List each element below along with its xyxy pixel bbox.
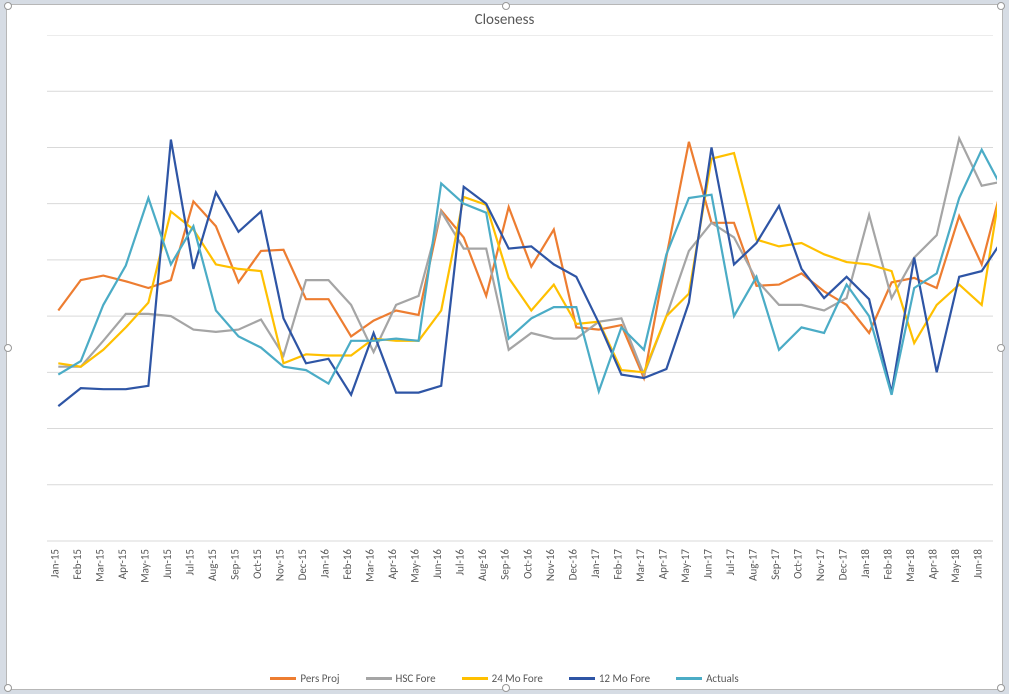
svg-text:Jul-16: Jul-16: [454, 549, 467, 576]
resize-handle-ne[interactable]: [997, 2, 1005, 10]
legend-item[interactable]: Pers Proj: [270, 672, 339, 685]
svg-text:Jun-16: Jun-16: [431, 549, 444, 579]
legend-item[interactable]: 12 Mo Fore: [569, 672, 650, 685]
svg-text:May-18: May-18: [949, 549, 962, 583]
svg-text:Aug-16: Aug-16: [476, 549, 489, 581]
svg-text:Jan-17: Jan-17: [589, 549, 602, 578]
svg-text:Apr-18: Apr-18: [927, 549, 940, 580]
legend-swatch: [366, 677, 392, 680]
svg-text:Sep-17: Sep-17: [769, 549, 782, 580]
svg-text:Sep-15: Sep-15: [228, 549, 241, 580]
chart-svg: 050100150200250300350400450Jan-15Feb-15M…: [47, 35, 997, 605]
svg-text:Oct-15: Oct-15: [251, 549, 264, 579]
svg-text:Mar-17: Mar-17: [634, 549, 647, 582]
resize-handle-e[interactable]: [997, 344, 1005, 352]
svg-text:May-15: May-15: [138, 549, 151, 583]
svg-text:Oct-17: Oct-17: [792, 549, 805, 579]
svg-text:May-17: May-17: [679, 549, 692, 583]
svg-text:Dec-17: Dec-17: [837, 549, 850, 581]
svg-text:Nov-15: Nov-15: [274, 549, 287, 581]
resize-handle-s[interactable]: [502, 684, 510, 692]
svg-text:May-16: May-16: [409, 549, 422, 583]
svg-text:Jan-18: Jan-18: [859, 549, 872, 578]
legend-label: 12 Mo Fore: [599, 672, 650, 685]
chart-frame: Closeness 050100150200250300350400450Jan…: [6, 4, 1003, 690]
svg-text:Jun-18: Jun-18: [972, 549, 985, 579]
legend-swatch: [569, 677, 595, 680]
svg-text:Jul-17: Jul-17: [724, 549, 737, 576]
legend-swatch: [270, 677, 296, 680]
svg-text:Nov-17: Nov-17: [814, 549, 827, 582]
svg-text:Dec-16: Dec-16: [566, 549, 579, 581]
svg-text:Mar-15: Mar-15: [93, 549, 106, 582]
resize-handle-sw[interactable]: [4, 684, 12, 692]
svg-text:Feb-18: Feb-18: [882, 549, 895, 580]
legend-item[interactable]: 24 Mo Fore: [462, 672, 543, 685]
svg-text:Apr-17: Apr-17: [656, 549, 669, 580]
legend-swatch: [676, 677, 702, 680]
svg-text:Jun-15: Jun-15: [161, 549, 174, 579]
svg-text:Feb-17: Feb-17: [611, 549, 624, 580]
svg-text:Feb-15: Feb-15: [71, 549, 84, 580]
legend-label: HSC Fore: [396, 672, 436, 685]
svg-text:Mar-16: Mar-16: [364, 549, 377, 582]
resize-handle-nw[interactable]: [4, 2, 12, 10]
legend-label: 24 Mo Fore: [492, 672, 543, 685]
svg-text:Sep-16: Sep-16: [499, 549, 512, 580]
svg-text:Nov-16: Nov-16: [544, 549, 557, 582]
svg-text:Jul-15: Jul-15: [183, 549, 196, 575]
svg-text:Feb-16: Feb-16: [341, 549, 354, 580]
svg-text:Jun-17: Jun-17: [701, 549, 714, 579]
svg-text:Apr-16: Apr-16: [386, 549, 399, 580]
svg-text:Mar-18: Mar-18: [904, 549, 917, 582]
resize-handle-se[interactable]: [997, 684, 1005, 692]
plot-area[interactable]: 050100150200250300350400450Jan-15Feb-15M…: [47, 35, 997, 605]
resize-handle-n[interactable]: [502, 2, 510, 10]
svg-text:Apr-15: Apr-15: [116, 549, 129, 579]
legend-label: Pers Proj: [300, 672, 339, 685]
chart-title: Closeness: [7, 11, 1002, 29]
legend-swatch: [462, 677, 488, 680]
legend-label: Actuals: [706, 672, 739, 685]
legend[interactable]: Pers Proj HSC Fore 24 Mo Fore 12 Mo Fore Act…: [7, 672, 1002, 685]
legend-item[interactable]: Actuals: [676, 672, 739, 685]
svg-text:Oct-16: Oct-16: [521, 549, 534, 579]
svg-text:Aug-15: Aug-15: [206, 549, 219, 581]
svg-text:Aug-17: Aug-17: [747, 549, 760, 581]
svg-text:Jan-16: Jan-16: [319, 549, 332, 578]
svg-text:Dec-15: Dec-15: [296, 549, 309, 580]
resize-handle-w[interactable]: [4, 344, 12, 352]
svg-text:Jan-15: Jan-15: [48, 549, 61, 578]
legend-item[interactable]: HSC Fore: [366, 672, 436, 685]
